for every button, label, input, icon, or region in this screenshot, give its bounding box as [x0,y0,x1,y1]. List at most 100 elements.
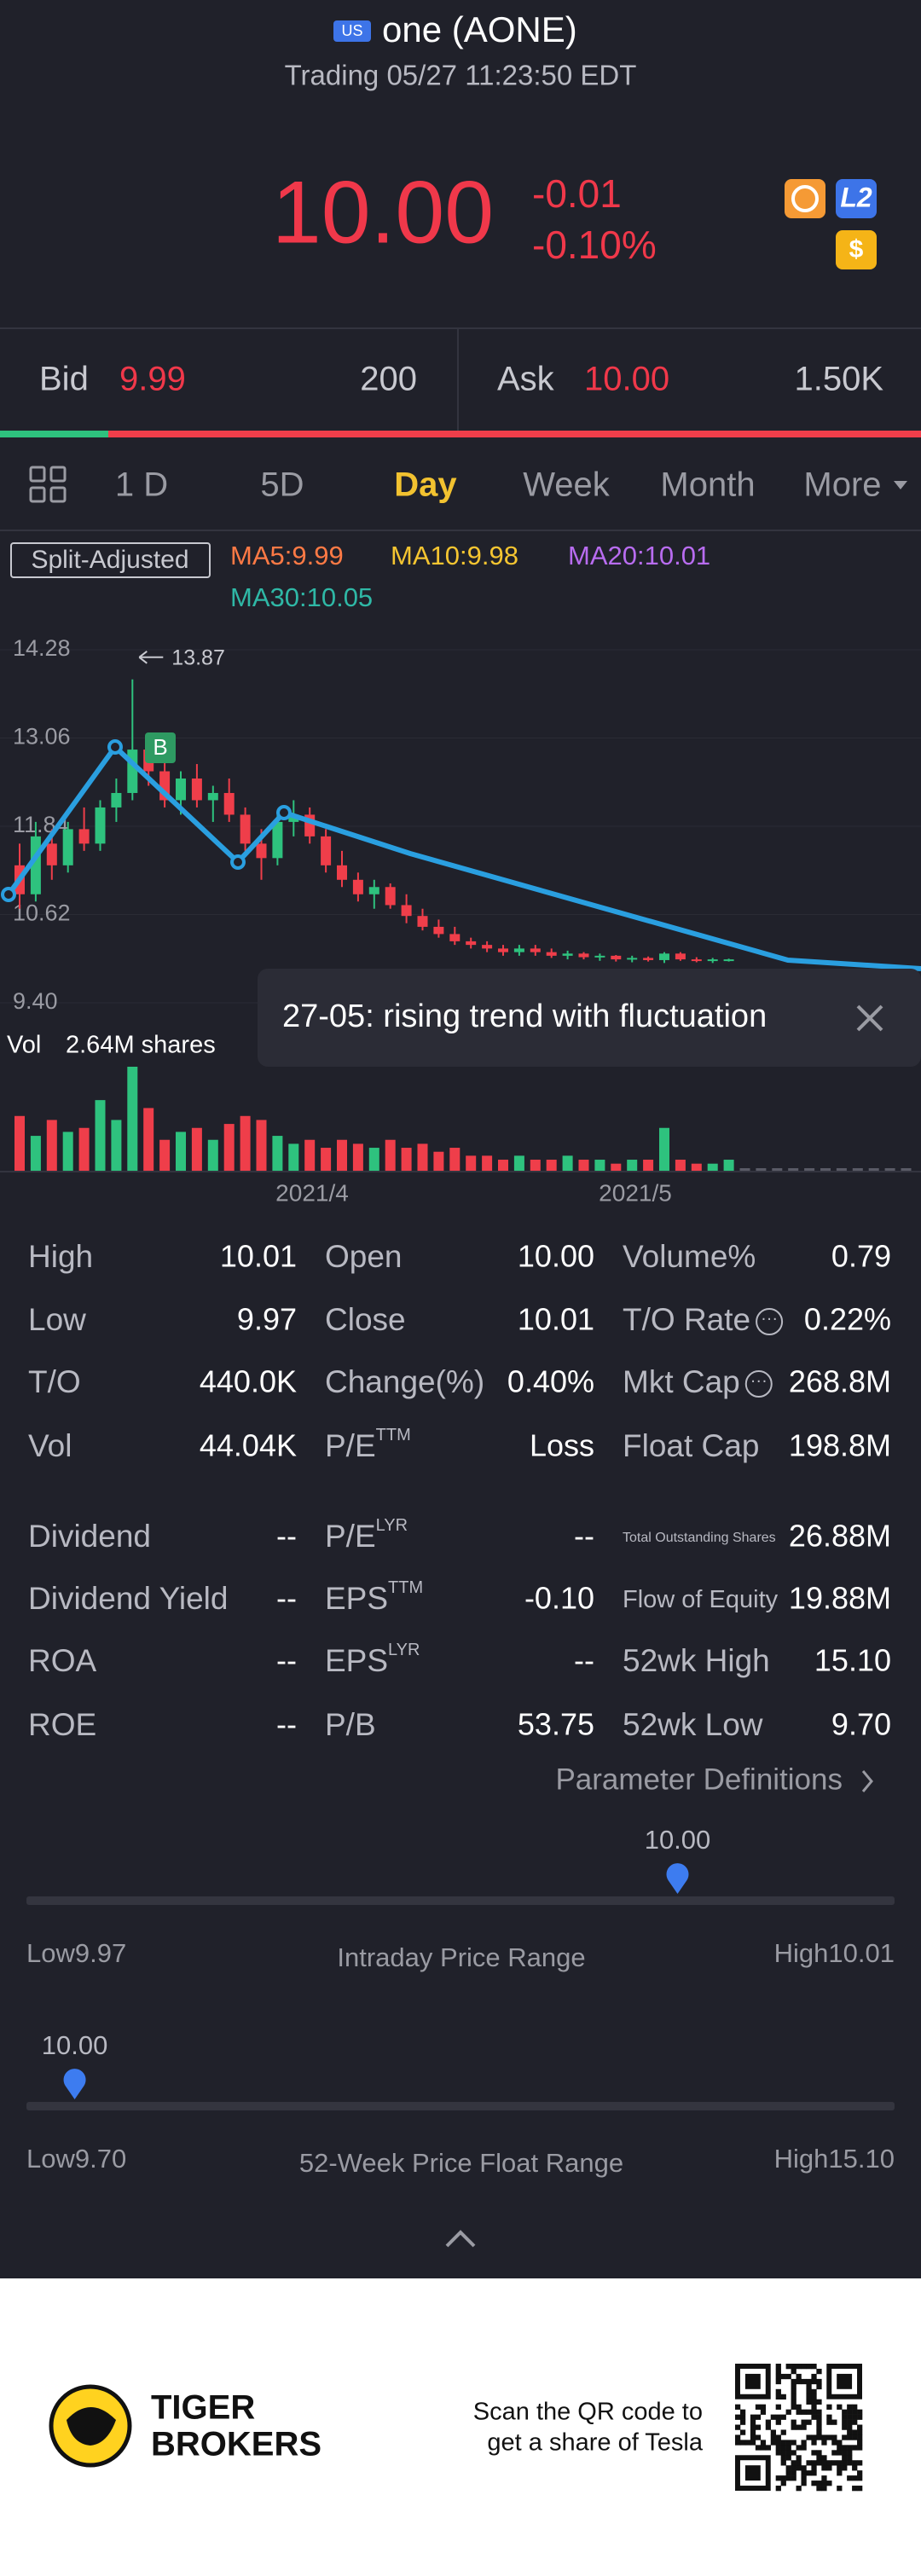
range-low: Low9.97 [26,1938,126,1968]
volume-bar [240,1115,251,1172]
qr-cell [785,2470,791,2476]
volume-label: Vol [7,1032,41,1059]
chevron[interactable] [861,1770,873,1792]
tab[interactable]: Month [660,466,755,504]
qr-text: Scan the QR code to [473,2399,703,2426]
dollar-badge[interactable] [836,230,877,269]
dropdown-arrow[interactable] [894,481,907,489]
volume-bar [159,1139,171,1172]
stat-label: 52wk High [623,1643,770,1678]
adjust-box[interactable] [10,542,211,578]
qr-cell [852,2475,858,2481]
candle-body [321,836,332,865]
param-link[interactable]: Parameter Definitions [555,1763,843,1796]
qr-cell [770,2429,776,2435]
qr-cell [796,2373,802,2380]
trade-marker: B [153,734,167,760]
volume-bar [111,1120,122,1172]
qr-cell [816,2419,822,2425]
badge-icon[interactable] [785,179,825,218]
stat-label-sup: TTM [376,1426,411,1444]
stat-label-text: Flow of Equity [623,1586,779,1613]
volume-bar [321,1148,332,1172]
stat-label: P/B [325,1707,376,1742]
qr-cell [785,2475,791,2481]
range-low-value: 9.97 [75,1938,126,1968]
l2-badge[interactable] [836,179,877,218]
tab[interactable]: Week [523,466,611,504]
volume-bar [207,1139,218,1172]
qr-cell [785,2465,791,2471]
qr-cell [821,2480,827,2486]
tab[interactable]: More [803,466,881,504]
qr-cell [847,2475,853,2481]
qr-cell [826,2460,832,2466]
qr-finder [734,2455,771,2492]
candle-body [611,955,622,960]
stat-label: ROA [28,1643,97,1678]
qr-cell [791,2378,796,2385]
qr-cell [821,2486,827,2492]
stat-label: High [28,1239,93,1274]
qr-cell [770,2414,776,2420]
qr-cell [806,2388,812,2395]
bid-bar [0,431,108,437]
stat-value: 0.79 [831,1239,891,1274]
range-current: 10.00 [645,1825,711,1855]
tab[interactable]: Day [394,466,457,504]
stock-name: one (AONE) [382,9,577,49]
qr-cell [770,2434,776,2440]
tooltip-close[interactable] [856,1004,883,1032]
qr-cell [770,2440,776,2446]
volume-stub [788,1168,799,1172]
info-icon[interactable] [744,1370,773,1398]
stat-label-text: T/O Rate [623,1302,750,1337]
tooltip-box[interactable] [258,969,921,1067]
collapse-caret[interactable] [445,2230,476,2248]
qr-cell [826,2465,832,2471]
stat-value: 10.01 [220,1239,297,1274]
qr-cell [857,2429,863,2435]
qr-cell [735,2414,741,2420]
candle-body [385,887,396,906]
qr-cell [811,2364,817,2370]
stat-value: 26.88M [789,1519,891,1554]
tab[interactable]: 5D [260,466,304,504]
trend-points [1,739,292,902]
qr-cell [755,2404,762,2410]
qr-cell [857,2475,863,2481]
volume-bar [337,1139,347,1172]
info-icon[interactable] [756,1308,784,1335]
qr-cell [847,2404,853,2410]
price: 10.00 [272,163,494,262]
qr-cell [847,2424,853,2430]
qr-cell [801,2470,807,2476]
candle-body [111,792,122,808]
qr-cell [780,2475,786,2481]
stat-value: 9.70 [831,1707,891,1742]
qr-cell [780,2450,786,2456]
adjust[interactable]: Split-Adjusted [31,546,188,574]
layout-icon[interactable] [29,466,67,503]
market-badge [333,20,371,42]
tab[interactable]: 1 D [115,466,168,504]
qr-cell [785,2409,791,2415]
stat-label-text: EPS [325,1581,388,1616]
volume-stub [772,1168,783,1172]
volume-stub [868,1168,879,1172]
qr-cell [811,2465,817,2471]
range-high-value: 15.10 [828,2144,895,2174]
qr-cell [847,2414,853,2420]
volume-bar [176,1132,186,1172]
qr-cell [842,2424,848,2430]
qr-cell [806,2460,812,2466]
qr-cell [775,2419,781,2425]
volume-stub [852,1168,863,1172]
qr-finder [734,2363,771,2399]
qr-cell [775,2445,781,2451]
y-tick-label: 14.28 [13,635,71,661]
qr-cell [847,2445,853,2451]
volume-bar [707,1163,718,1172]
range-high: High10.01 [774,1938,895,1968]
